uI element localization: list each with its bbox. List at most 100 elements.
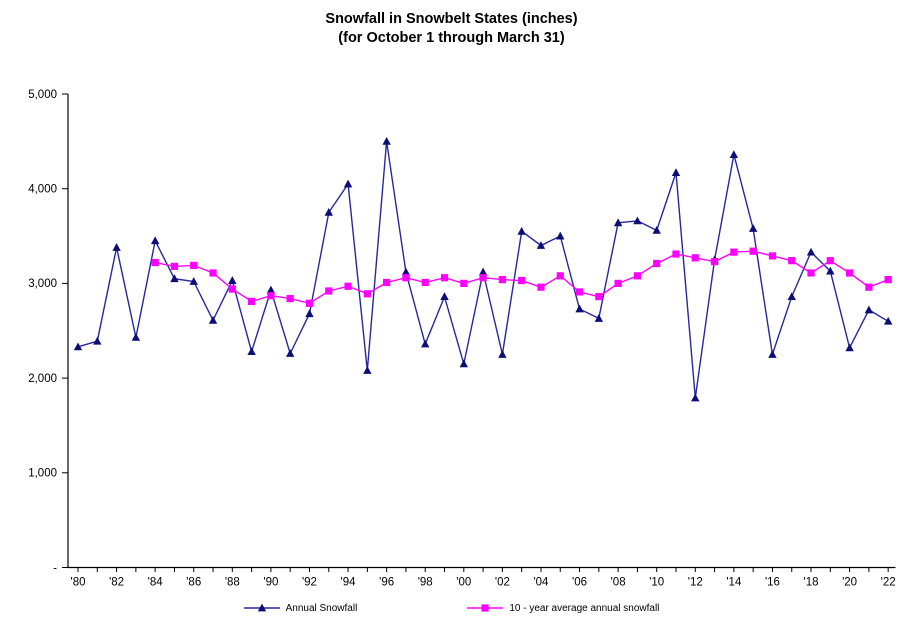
annual-snowfall-point: [691, 393, 700, 402]
y-axis-tick-label: 4,000: [28, 184, 57, 196]
annual-snowfall-point: [93, 336, 102, 345]
legend-item-annual-snowfall: Annual Snowfall: [243, 602, 358, 614]
annual-snowfall-point: [594, 314, 604, 322]
ten-year-average-point: [865, 283, 873, 291]
ten-year-average-point: [788, 257, 796, 265]
annual-snowfall-series: [73, 136, 893, 402]
ten-year-average-point: [190, 261, 198, 270]
x-axis-tick-label: '00: [456, 577, 471, 589]
annual-snowfall-point: [498, 350, 507, 358]
x-axis-tick-label: '90: [263, 577, 278, 589]
annual-snowfall-point: [748, 224, 758, 232]
y-axis-tick-label: -: [53, 562, 57, 574]
x-axis-tick-label: '84: [148, 577, 164, 589]
x-axis-tick-label: '96: [379, 577, 394, 589]
chart-title-line2: (for October 1 through March 31): [338, 30, 565, 46]
annual-snowfall-point: [208, 315, 218, 324]
ten-year-average-point: [846, 269, 854, 277]
chart-title: Snowfall in Snowbelt States (inches) (fo…: [0, 10, 903, 48]
annual-snowfall-point: [826, 266, 835, 275]
x-axis-tick-label: '94: [341, 577, 357, 589]
ten-year-average-point: [402, 274, 410, 282]
ten-year-average-point: [768, 252, 777, 260]
ten-year-average-point: [556, 272, 564, 280]
annual-snowfall-legend-icon: [243, 603, 280, 612]
annual-snowfall-point: [729, 150, 739, 159]
annual-snowfall-point: [363, 366, 372, 374]
ten-year-average-point: [498, 276, 506, 284]
annual-snowfall-point: [228, 276, 237, 284]
annual-snowfall-point: [768, 350, 777, 358]
ten-year-average-point: [267, 292, 275, 300]
annual-snowfall-point: [421, 339, 430, 348]
annual-snowfall-point: [189, 277, 198, 285]
x-axis-tick-label: '18: [804, 577, 819, 589]
annual-snowfall-point: [285, 349, 295, 357]
ten-year-average-point: [325, 287, 333, 295]
annual-snowfall-point: [613, 218, 623, 227]
annual-snowfall-point: [131, 332, 141, 341]
ten-year-average-point: [286, 294, 294, 303]
x-axis-tick-label: '92: [302, 577, 317, 589]
ten-year-average-point: [421, 278, 429, 287]
x-axis-tick-label: '10: [649, 577, 664, 589]
annual-snowfall-point: [247, 347, 256, 355]
chart-axes: [67, 94, 896, 569]
x-axis-tick-label: '86: [186, 577, 201, 589]
ten-year-average-point: [575, 288, 584, 296]
ten-year-average-point: [653, 259, 661, 268]
x-axis-tick-label: '22: [881, 577, 896, 589]
x-axis-tick-label: '88: [225, 577, 240, 589]
annual-snowfall-point: [806, 247, 816, 256]
ten-year-average-point: [749, 247, 757, 255]
legend-label-annual-snowfall: Annual Snowfall: [285, 602, 358, 614]
annual-snowfall-point: [324, 207, 333, 216]
annual-snowfall-point: [343, 179, 353, 188]
annual-snowfall-point: [787, 292, 796, 301]
ten-year-average-point: [672, 250, 680, 258]
ten-year-average-point: [730, 248, 738, 256]
annual-snowfall-point: [401, 267, 411, 276]
y-axis-tick-label: 5,000: [28, 89, 57, 101]
ten-year-average-point: [151, 258, 159, 267]
annual-snowfall-point: [170, 274, 179, 283]
ten-year-average-point: [363, 290, 371, 298]
ten-year-average-point: [518, 276, 526, 285]
snowfall-line-chart: - 1,000 2,000 3,000 4,000 5,000 '80 '82 '84 '86 '8…: [28, 89, 896, 589]
annual-snowfall-point: [652, 225, 661, 234]
x-axis-tick-label: '98: [418, 577, 433, 589]
annual-snowfall-point: [382, 136, 391, 145]
x-axis-tick-label: '06: [572, 577, 587, 589]
ten-year-average-point: [884, 276, 892, 284]
annual-snowfall-point: [305, 309, 314, 318]
annual-snowfall-point: [150, 236, 160, 245]
ten-year-average-point: [440, 274, 449, 282]
ten-year-average-legend-marker: [481, 604, 489, 612]
x-axis-tick-label: '16: [765, 577, 780, 589]
y-axis-tick-label: 2,000: [28, 373, 57, 385]
ten-year-average-series: [151, 247, 892, 307]
x-axis-tick-label: '82: [109, 577, 124, 589]
annual-snowfall-point: [459, 359, 468, 368]
annual-snowfall-point: [845, 343, 854, 352]
x-axis-tick-label: '14: [726, 577, 742, 589]
ten-year-average-point: [826, 257, 834, 265]
annual-snowfall-point: [556, 231, 565, 240]
x-axis-tick-label: '02: [495, 577, 510, 589]
ten-year-average-point: [383, 278, 391, 287]
y-axis-tick-label: 1,000: [28, 468, 57, 480]
ten-year-average-point: [633, 272, 642, 280]
ten-year-average-point: [170, 262, 179, 270]
annual-snowfall-point: [73, 342, 83, 351]
ten-year-average-point: [248, 297, 256, 305]
ten-year-average-point: [460, 279, 468, 287]
ten-year-average-point: [228, 285, 236, 293]
x-axis-tick-label: '12: [688, 577, 703, 589]
annual-snowfall-point: [478, 267, 488, 276]
ten-year-average-point: [479, 274, 487, 282]
annual-snowfall-legend-marker: [257, 603, 266, 612]
ten-year-average-point: [807, 269, 815, 277]
ten-year-average-point: [595, 293, 603, 301]
chart-title-line1: Snowfall in Snowbelt States (inches): [325, 11, 578, 27]
annual-snowfall-point: [536, 241, 546, 249]
